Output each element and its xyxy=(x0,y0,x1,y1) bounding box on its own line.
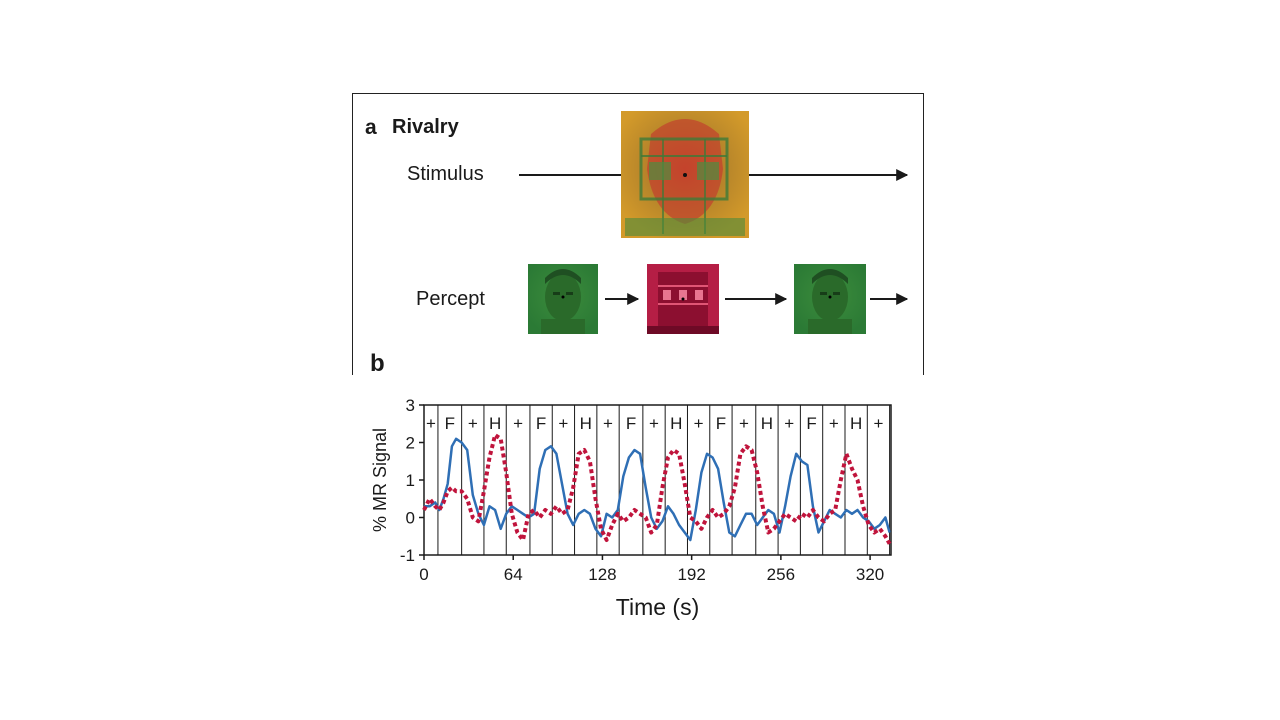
panel-a-graphics xyxy=(519,111,909,334)
panel-a-letter: a xyxy=(365,116,377,139)
condition-label: + xyxy=(468,414,478,433)
y-tick-label: 3 xyxy=(406,396,415,415)
condition-label: + xyxy=(739,414,749,433)
x-tick-label: 320 xyxy=(856,565,884,584)
condition-label: F xyxy=(716,414,726,433)
condition-label: F xyxy=(806,414,816,433)
series-line-dotted xyxy=(422,433,892,545)
x-tick-label: 64 xyxy=(504,565,523,584)
condition-label: + xyxy=(829,414,839,433)
y-axis-title: % MR Signal xyxy=(370,428,390,532)
percept-label: Percept xyxy=(416,288,485,310)
condition-label: H xyxy=(850,414,862,433)
condition-label: + xyxy=(694,414,704,433)
x-tick-label: 0 xyxy=(419,565,428,584)
condition-label: + xyxy=(603,414,613,433)
condition-label: + xyxy=(649,414,659,433)
x-tick-label: 192 xyxy=(677,565,705,584)
y-tick-label: 0 xyxy=(406,509,415,528)
y-tick-label: 1 xyxy=(406,471,415,490)
condition-label: + xyxy=(558,414,568,433)
condition-label: F xyxy=(445,414,455,433)
stimulus-label: Stimulus xyxy=(407,163,484,185)
condition-label: + xyxy=(784,414,794,433)
condition-label: + xyxy=(513,414,523,433)
percept-face-image-1 xyxy=(528,264,598,334)
condition-label: H xyxy=(580,414,592,433)
panel-b-letter: b xyxy=(370,350,385,377)
x-tick-label: 128 xyxy=(588,565,616,584)
condition-label: H xyxy=(761,414,773,433)
x-axis-title: Time (s) xyxy=(616,594,699,620)
panel-a-title: Rivalry xyxy=(392,116,459,138)
stimulus-face-house-image xyxy=(621,111,749,238)
condition-label: H xyxy=(489,414,501,433)
y-tick-label: 2 xyxy=(406,434,415,453)
percept-house-image xyxy=(647,264,719,334)
panel-a-rivalry-diagram: a Rivalry Stimulus Percept xyxy=(352,93,924,375)
y-tick-label: -1 xyxy=(400,546,415,565)
condition-label: H xyxy=(670,414,682,433)
percept-face-image-2 xyxy=(794,264,866,334)
series-line-solid xyxy=(424,437,891,542)
x-tick-label: 256 xyxy=(767,565,795,584)
condition-label: F xyxy=(536,414,546,433)
condition-label: F xyxy=(626,414,636,433)
condition-label: + xyxy=(873,414,883,433)
condition-label: + xyxy=(426,414,436,433)
